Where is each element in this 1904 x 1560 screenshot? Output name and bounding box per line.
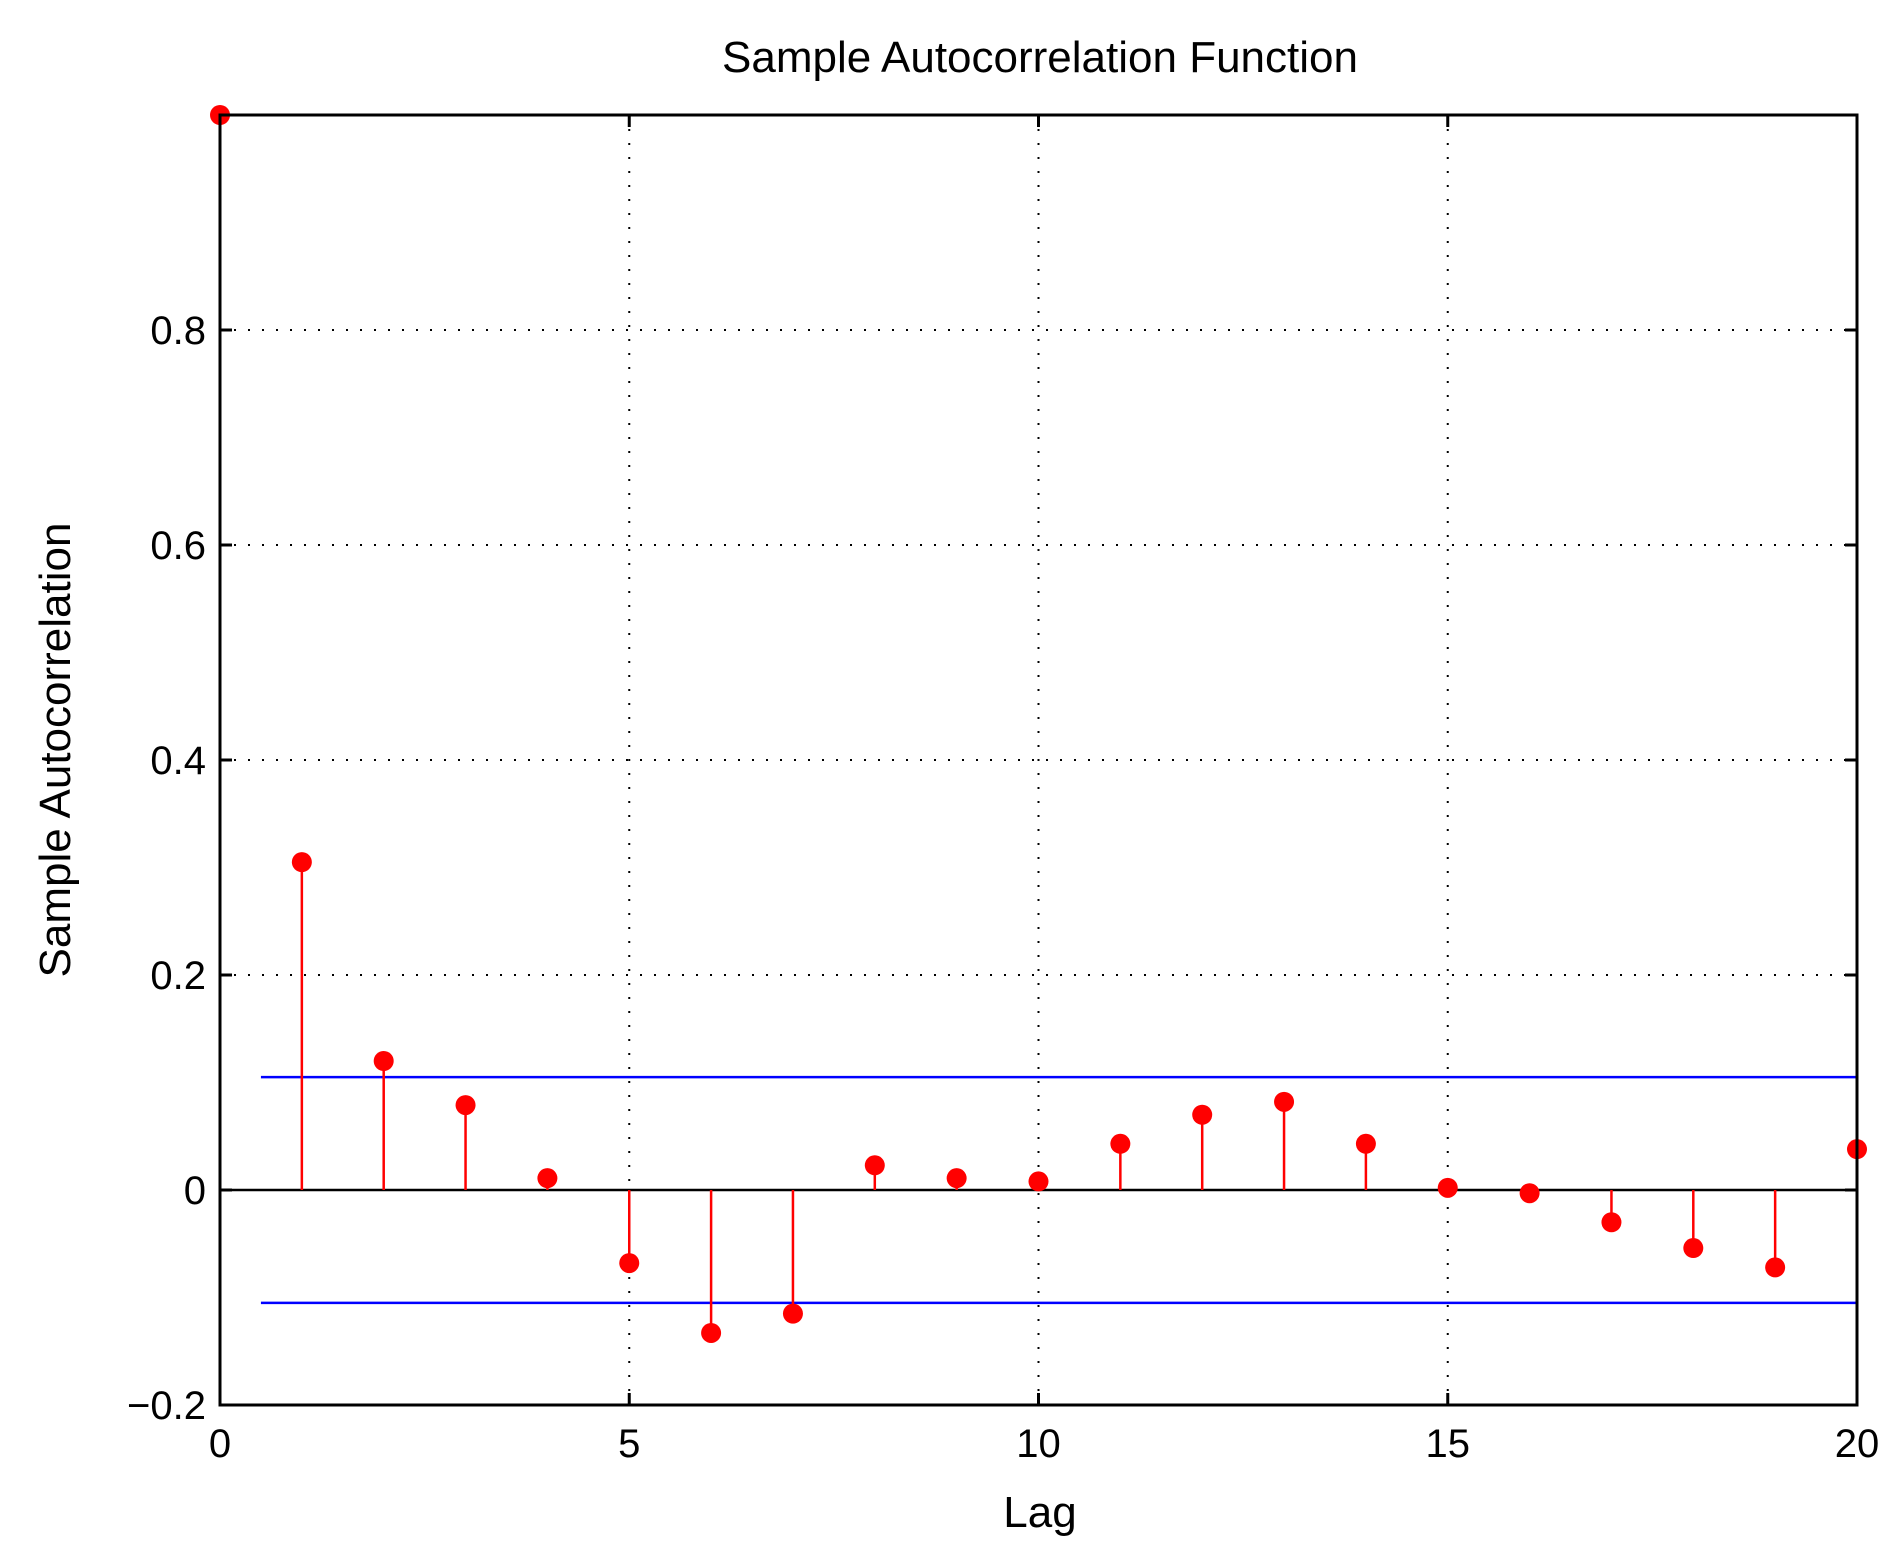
y-tick-label: −0.2 [127,1384,206,1428]
y-tick-label: 0.8 [150,309,206,353]
grid-lines [220,115,1857,1405]
stem-marker [701,1322,722,1343]
stem-marker [537,1168,558,1189]
x-tick-label: 20 [1835,1422,1880,1466]
x-tick-label: 5 [618,1422,640,1466]
stem-marker [1355,1133,1376,1154]
stem-marker [864,1155,885,1176]
stem-marker [1110,1133,1131,1154]
stem-marker [1683,1238,1704,1259]
y-tick-label: 0 [184,1169,206,1213]
y-axis-label: Sample Autocorrelation [31,523,80,978]
x-tick-labels: 0 5 10 15 20 [209,1422,1879,1466]
stem-marker [1519,1183,1540,1204]
y-tick-label: 0.4 [150,739,206,783]
stem-marker [1274,1091,1295,1112]
y-tick-label: 0.2 [150,954,206,998]
y-tick-label: 0.6 [150,524,206,568]
stem-marker [455,1095,476,1116]
acf-stems [210,105,1867,1343]
x-tick-label: 15 [1426,1422,1471,1466]
chart-title: Sample Autocorrelation Function [722,33,1358,82]
stem-marker [619,1253,640,1274]
stem-marker [1437,1177,1458,1198]
stem-marker [1028,1171,1049,1192]
y-tick-labels: −0.2 0 0.2 0.4 0.6 0.8 [127,309,206,1428]
stem-marker [782,1303,803,1324]
plot-frame [218,113,1859,1407]
stem-marker [291,852,312,873]
stem-marker [1765,1257,1786,1278]
stem-marker [1601,1212,1622,1233]
x-axis-label: Lag [1003,1488,1076,1537]
stem-marker [373,1051,394,1071]
x-tick-label: 0 [209,1422,231,1466]
stem-marker [1192,1104,1213,1125]
confidence-bounds [260,1075,1857,1305]
stem-marker [946,1168,967,1189]
x-tick-label: 10 [1016,1422,1061,1466]
